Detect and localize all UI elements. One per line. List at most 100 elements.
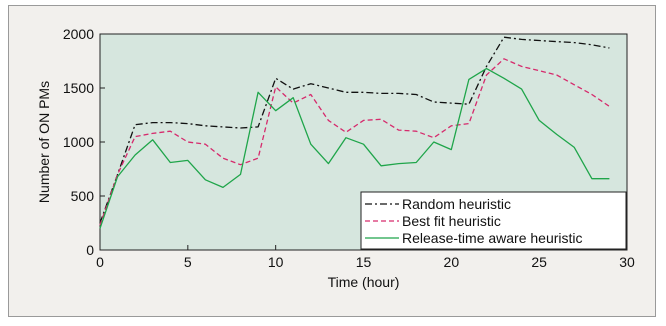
x-tick-label: 10 bbox=[268, 254, 284, 270]
data-point bbox=[433, 141, 435, 143]
data-point bbox=[275, 77, 277, 79]
legend-label-3: Release-time aware heuristic bbox=[402, 230, 583, 246]
data-point bbox=[275, 86, 277, 88]
data-point bbox=[310, 94, 312, 96]
y-tick-label: 0 bbox=[86, 242, 94, 258]
line-chart: 0 500 1000 1500 2000 0 5 10 15 20 25 30 Time (hour) N… bbox=[36, 26, 635, 290]
x-tick-label: 25 bbox=[531, 254, 547, 270]
data-point bbox=[609, 178, 611, 180]
data-point bbox=[415, 130, 417, 132]
data-point bbox=[556, 74, 558, 76]
data-point bbox=[345, 131, 347, 133]
data-point bbox=[205, 179, 207, 181]
data-point bbox=[134, 136, 136, 138]
data-point bbox=[187, 160, 189, 162]
data-point bbox=[205, 125, 207, 127]
data-point bbox=[292, 88, 294, 90]
data-point bbox=[310, 83, 312, 85]
legend-box bbox=[360, 191, 627, 250]
data-point bbox=[328, 120, 330, 122]
y-tick-label: 1000 bbox=[63, 134, 94, 150]
data-point bbox=[609, 106, 611, 108]
data-point bbox=[240, 127, 242, 129]
data-point bbox=[257, 126, 259, 128]
data-point bbox=[433, 137, 435, 139]
data-point bbox=[433, 101, 435, 103]
data-point bbox=[451, 125, 453, 127]
data-point bbox=[222, 126, 224, 128]
data-point bbox=[187, 123, 189, 125]
data-point bbox=[380, 119, 382, 121]
x-tick-label: 15 bbox=[356, 254, 372, 270]
data-point bbox=[134, 154, 136, 156]
data-point bbox=[398, 93, 400, 95]
data-point bbox=[380, 165, 382, 167]
x-tick-label: 20 bbox=[444, 254, 460, 270]
data-point bbox=[486, 74, 488, 76]
y-tick-label: 500 bbox=[71, 188, 95, 204]
data-point bbox=[240, 174, 242, 176]
x-tick-label: 0 bbox=[96, 254, 104, 270]
data-point bbox=[328, 163, 330, 165]
y-tick-label: 1500 bbox=[63, 80, 94, 96]
series-line-3 bbox=[99, 67, 610, 229]
data-point bbox=[538, 40, 540, 42]
data-point bbox=[556, 41, 558, 43]
data-point bbox=[415, 94, 417, 96]
data-point bbox=[292, 97, 294, 99]
series-line-2 bbox=[99, 58, 610, 226]
data-point bbox=[240, 164, 242, 166]
data-point bbox=[556, 134, 558, 136]
data-point bbox=[257, 92, 259, 94]
data-point bbox=[222, 187, 224, 189]
data-point bbox=[503, 36, 505, 38]
data-point bbox=[521, 88, 523, 90]
data-point bbox=[538, 70, 540, 72]
series-line-1 bbox=[99, 36, 610, 224]
data-point bbox=[363, 143, 365, 145]
data-point bbox=[591, 94, 593, 96]
data-point bbox=[205, 143, 207, 145]
data-point bbox=[415, 162, 417, 164]
x-tick-label: 30 bbox=[619, 254, 635, 270]
data-point bbox=[486, 66, 488, 68]
data-point bbox=[363, 120, 365, 122]
data-point bbox=[574, 147, 576, 149]
x-axis-title: Time (hour) bbox=[328, 274, 400, 290]
data-point bbox=[574, 42, 576, 44]
data-point bbox=[538, 120, 540, 122]
data-point bbox=[398, 129, 400, 131]
data-point bbox=[257, 157, 259, 159]
data-point bbox=[117, 176, 119, 178]
data-point bbox=[152, 133, 154, 135]
data-point bbox=[310, 143, 312, 145]
data-point bbox=[169, 130, 171, 132]
data-point bbox=[468, 79, 470, 81]
data-point bbox=[574, 84, 576, 86]
data-point bbox=[451, 102, 453, 104]
data-point bbox=[451, 149, 453, 151]
data-point bbox=[222, 157, 224, 159]
data-point bbox=[152, 122, 154, 124]
legend-label-2: Best fit heuristic bbox=[402, 213, 501, 229]
data-point bbox=[468, 123, 470, 125]
data-point bbox=[591, 178, 593, 180]
data-point bbox=[134, 124, 136, 126]
data-point bbox=[503, 77, 505, 79]
y-axis-title: Number of ON PMs bbox=[36, 81, 52, 203]
data-point bbox=[152, 139, 154, 141]
data-point bbox=[169, 122, 171, 124]
legend-label-1: Random heuristic bbox=[402, 196, 511, 212]
data-point bbox=[363, 92, 365, 94]
data-point bbox=[398, 163, 400, 165]
data-point bbox=[609, 47, 611, 49]
data-point bbox=[468, 103, 470, 105]
data-point bbox=[187, 141, 189, 143]
data-point bbox=[591, 44, 593, 46]
data-point bbox=[503, 58, 505, 60]
chart-frame: 0 500 1000 1500 2000 0 5 10 15 20 25 30 Time (hour) N… bbox=[8, 5, 656, 317]
data-point bbox=[521, 66, 523, 68]
data-point bbox=[345, 92, 347, 94]
data-point bbox=[521, 39, 523, 41]
data-point bbox=[328, 87, 330, 89]
